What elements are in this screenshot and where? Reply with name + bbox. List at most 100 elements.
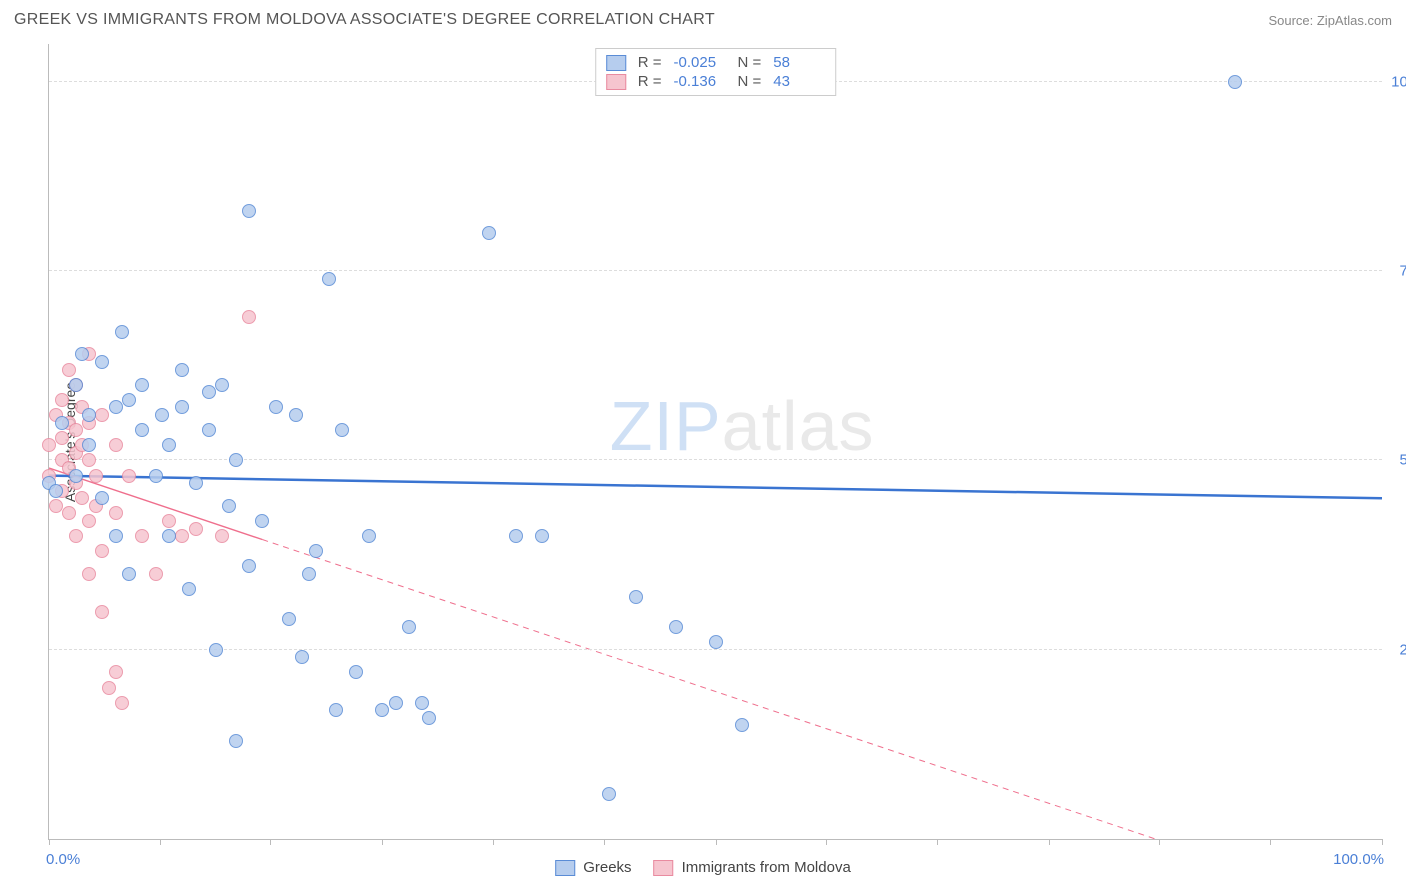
legend-label: Immigrants from Moldova [682,859,851,876]
data-point [49,484,63,498]
data-point [322,272,336,286]
data-point [415,696,429,710]
data-point [49,499,63,513]
data-point [389,696,403,710]
data-point [95,355,109,369]
data-point [82,408,96,422]
data-point [109,400,123,414]
swatch-icon [606,55,626,71]
data-point [162,514,176,528]
data-point [149,567,163,581]
r-value: -0.136 [674,73,726,90]
data-point [82,514,96,528]
x-axis-label-max: 100.0% [1333,851,1384,868]
legend-series: Greeks Immigrants from Moldova [555,859,851,876]
data-point [482,226,496,240]
data-point [709,635,723,649]
data-point [122,393,136,407]
swatch-icon [555,860,575,876]
plot-region: ZIPatlas R = -0.025 N = 58 R = -0.136 N … [48,44,1382,840]
n-label: N = [738,54,762,71]
data-point [75,347,89,361]
data-point [115,696,129,710]
data-point [55,393,69,407]
data-point [189,476,203,490]
data-point [135,378,149,392]
chart-title: GREEK VS IMMIGRANTS FROM MOLDOVA ASSOCIA… [14,11,715,29]
data-point [109,529,123,543]
y-tick-label: 100.0% [1391,73,1406,90]
data-point [242,310,256,324]
data-point [329,703,343,717]
x-tick [382,839,383,845]
data-point [62,506,76,520]
data-point [109,438,123,452]
y-tick-label: 25.0% [1399,641,1406,658]
x-tick [604,839,605,845]
x-tick [1049,839,1050,845]
x-tick [270,839,271,845]
n-value: 58 [773,54,825,71]
data-point [95,408,109,422]
data-point [69,469,83,483]
legend-item: Immigrants from Moldova [654,859,851,876]
gridline [49,270,1382,271]
data-point [69,378,83,392]
watermark: ZIPatlas [610,386,875,466]
legend-stats-row: R = -0.025 N = 58 [606,53,826,72]
x-tick [1159,839,1160,845]
data-point [735,718,749,732]
data-point [82,453,96,467]
data-point [295,650,309,664]
x-tick [1382,839,1383,845]
data-point [189,522,203,536]
data-point [535,529,549,543]
data-point [95,491,109,505]
data-point [149,469,163,483]
data-point [602,787,616,801]
r-label: R = [638,73,662,90]
data-point [669,620,683,634]
data-point [629,590,643,604]
data-point [335,423,349,437]
swatch-icon [654,860,674,876]
gridline [49,459,1382,460]
y-tick-label: 75.0% [1399,263,1406,280]
data-point [55,416,69,430]
x-tick [493,839,494,845]
data-point [362,529,376,543]
legend-stats-row: R = -0.136 N = 43 [606,72,826,91]
data-point [162,529,176,543]
data-point [122,469,136,483]
r-label: R = [638,54,662,71]
data-point [155,408,169,422]
data-point [162,438,176,452]
data-point [175,529,189,543]
data-point [422,711,436,725]
data-point [95,605,109,619]
x-tick [160,839,161,845]
n-label: N = [738,73,762,90]
data-point [242,204,256,218]
data-point [289,408,303,422]
data-point [135,423,149,437]
data-point [109,506,123,520]
chart-area: Associate's Degree ZIPatlas R = -0.025 N… [48,44,1382,840]
legend-stats: R = -0.025 N = 58 R = -0.136 N = 43 [595,48,837,96]
data-point [62,363,76,377]
data-point [302,567,316,581]
n-value: 43 [773,73,825,90]
data-point [229,453,243,467]
x-axis-label-min: 0.0% [46,851,80,868]
data-point [69,529,83,543]
data-point [75,491,89,505]
data-point [82,567,96,581]
data-point [282,612,296,626]
data-point [95,544,109,558]
legend-item: Greeks [555,859,631,876]
y-tick-label: 50.0% [1399,452,1406,469]
data-point [175,363,189,377]
data-point [349,665,363,679]
data-point [109,665,123,679]
swatch-icon [606,74,626,90]
